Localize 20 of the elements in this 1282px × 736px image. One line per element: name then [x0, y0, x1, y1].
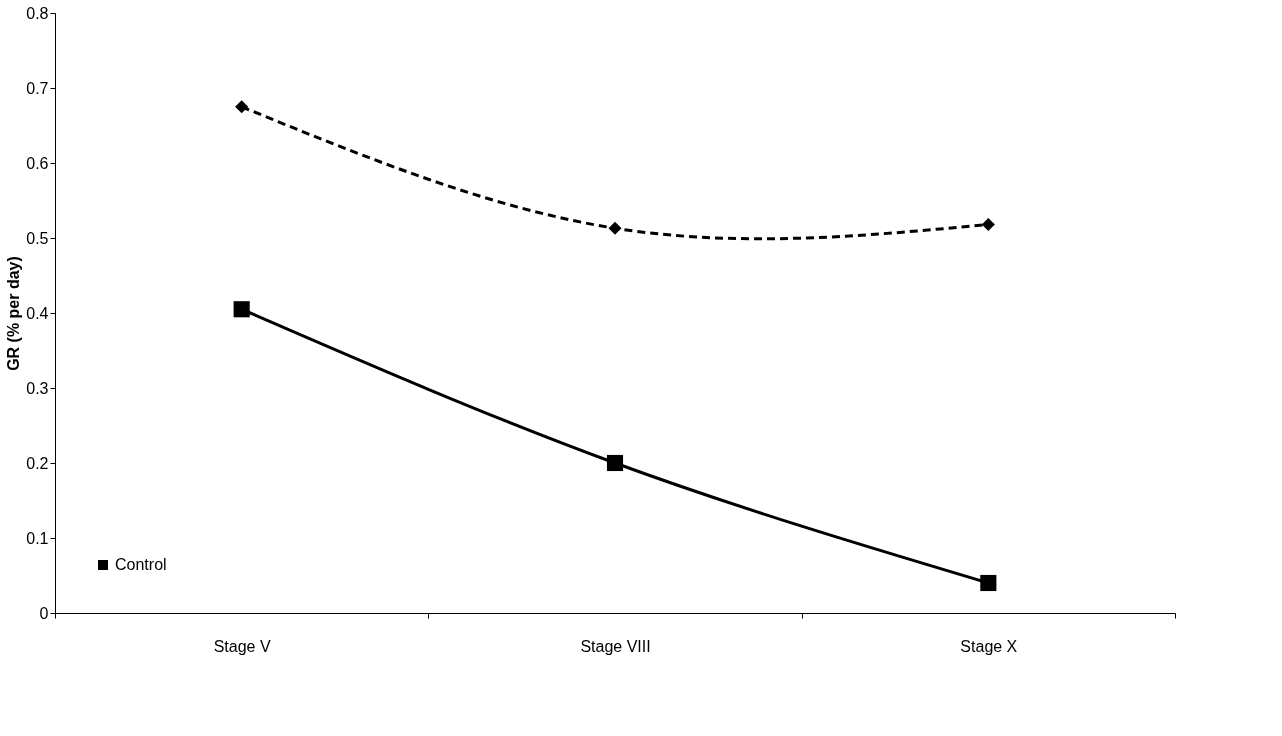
point: [235, 100, 249, 114]
y-tick-label: 0: [39, 604, 49, 622]
point: [980, 574, 997, 592]
y-tick-label: 0.1: [26, 529, 49, 547]
y-tick-label: 0.7: [26, 79, 49, 97]
y-tick-label: 0.8: [26, 4, 49, 22]
y-tick-label: 0.5: [26, 229, 49, 247]
y-tick-label: 0.6: [26, 154, 49, 172]
y-tick-label: 0.2: [26, 454, 49, 472]
x-tick-label: Stage V: [213, 637, 271, 655]
y-tick-label: 0.4: [26, 304, 49, 322]
point: [981, 217, 995, 232]
y-axis-title: GR (% per day): [5, 256, 23, 371]
y-tick-label: 0.3: [26, 379, 49, 397]
x-tick-label: Stage VIII: [580, 637, 651, 655]
point: [233, 301, 250, 318]
point: [608, 221, 622, 235]
x-tick-label: Stage X: [960, 637, 1018, 655]
legend-label: Control: [115, 556, 167, 573]
point: [606, 454, 624, 472]
